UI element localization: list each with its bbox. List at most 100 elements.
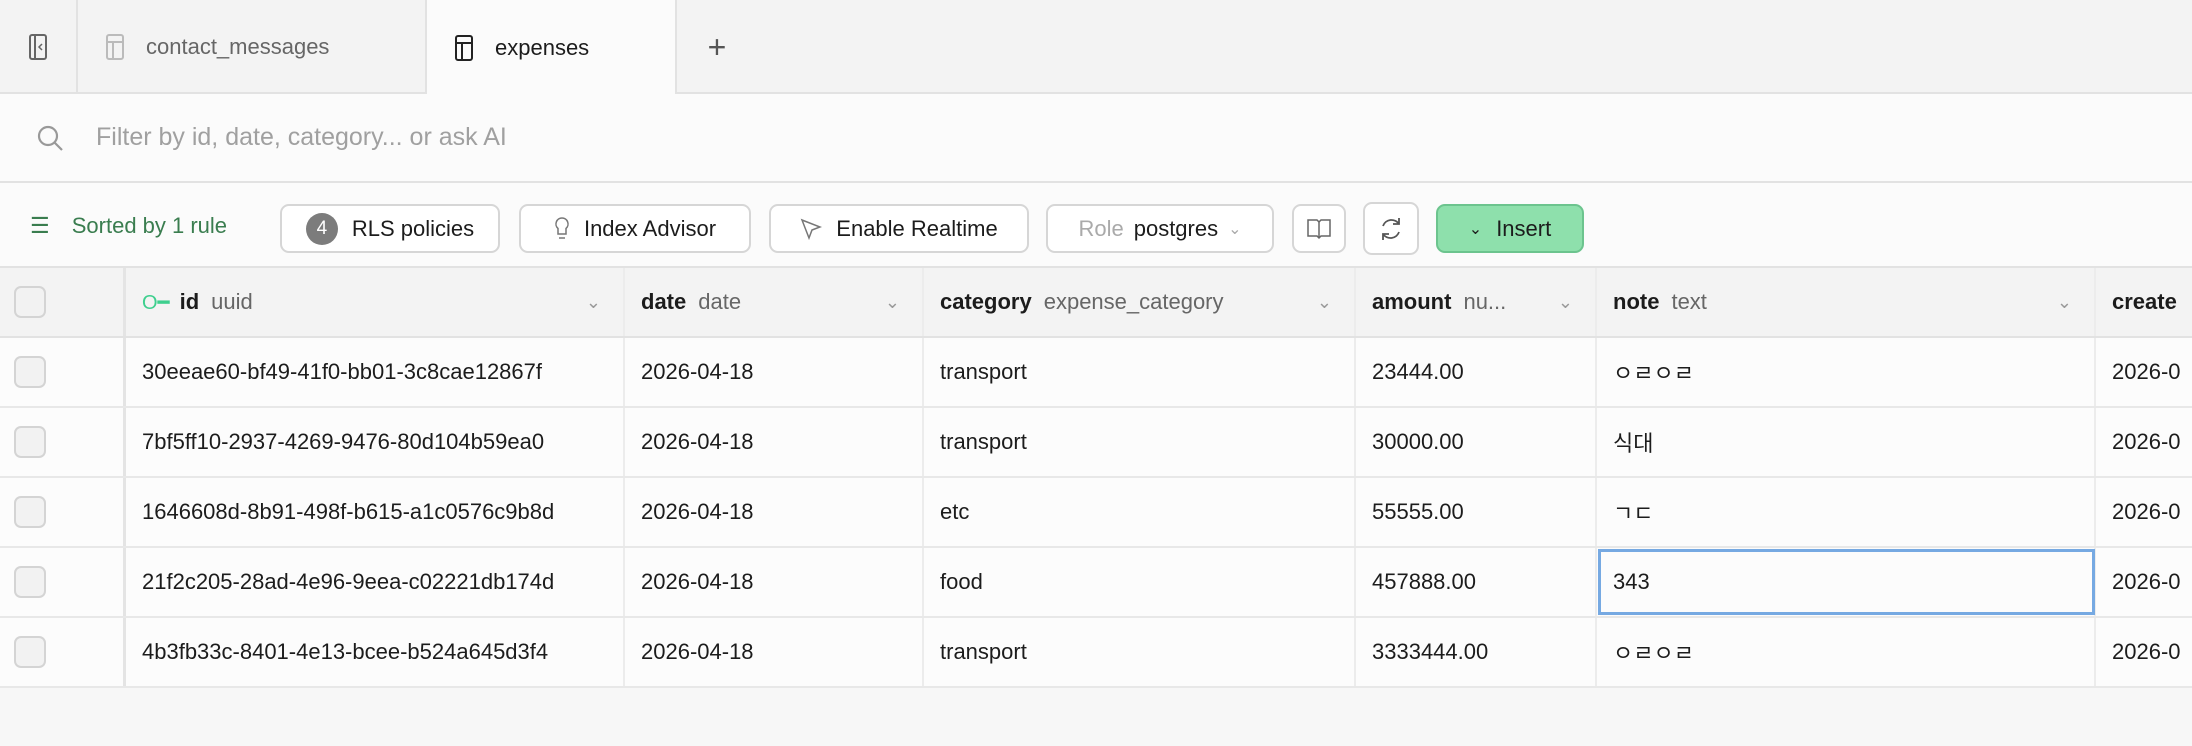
cell-note[interactable]: ㅇㄹㅇㄹ [1597,338,2096,406]
cell-category[interactable]: transport [924,408,1356,476]
insert-button[interactable]: ⌄ Insert [1436,204,1584,253]
cell-amount[interactable]: 457888.00 [1356,548,1597,616]
tab-label: contact_messages [146,34,330,59]
cell-created[interactable]: 2026-0 [2112,429,2181,454]
chevron-down-icon[interactable]: ⌄ [1316,291,1332,312]
cell-category[interactable]: transport [924,618,1356,686]
chevron-down-icon[interactable]: ⌄ [1557,291,1573,312]
sort-button[interactable]: ☰ Sorted by 1 rule [30,183,227,268]
column-name: date [641,289,687,314]
cell-note[interactable]: ㄱㄷ [1597,478,2096,546]
cell-date[interactable]: 2026-04-18 [625,548,924,616]
cell-date[interactable]: 2026-04-18 [625,338,924,406]
cell-id[interactable]: 4b3fb33c-8401-4e13-bcee-b524a645d3f4 [126,618,625,686]
cell-created[interactable]: 2026-0 [2112,569,2181,594]
sidebar-toggle-button[interactable] [0,0,78,94]
cell-category[interactable]: transport [924,338,1356,406]
row-select-cell [0,478,126,546]
column-header-category[interactable]: category expense_category ⌄ [924,268,1356,336]
column-header-created[interactable]: create [2096,268,2192,336]
row-select-cell [0,338,126,406]
cell-category[interactable]: food [924,548,1356,616]
tab-contact-messages[interactable]: contact_messages [78,0,427,94]
cell-id[interactable]: 7bf5ff10-2937-4269-9476-80d104b59ea0 [126,408,625,476]
column-name: create [2112,289,2177,314]
primary-key-icon: O━ [142,291,170,314]
rls-policies-button[interactable]: 4 RLS policies [280,204,500,253]
row-select-cell [0,548,126,616]
column-name: category [940,289,1032,314]
row-checkbox[interactable] [14,356,46,388]
chevron-down-icon: ⌄ [1228,220,1242,238]
select-all-cell [0,268,126,336]
row-checkbox[interactable] [14,636,46,668]
filter-input[interactable] [96,123,996,152]
row-select-cell [0,408,126,476]
column-header-id[interactable]: O━ id uuid ⌄ [126,268,625,336]
cell-note[interactable]: ㅇㄹㅇㄹ [1597,618,2096,686]
refresh-icon [1382,217,1400,240]
book-icon [1307,218,1331,239]
column-header-note[interactable]: note text ⌄ [1597,268,2096,336]
new-tab-button[interactable]: + [677,0,757,94]
table-row: 4b3fb33c-8401-4e13-bcee-b524a645d3f4 2026… [0,618,2192,688]
chevron-down-icon[interactable]: ⌄ [2056,291,2072,312]
insert-label: Insert [1496,215,1552,241]
column-header-amount[interactable]: amount nu... ⌄ [1356,268,1597,336]
toolbar: ☰ Sorted by 1 rule 4 RLS policies Index … [0,183,2192,268]
role-label: Role [1078,215,1124,241]
tab-expenses[interactable]: expenses [427,0,677,96]
cell-amount[interactable]: 23444.00 [1356,338,1597,406]
column-type: date [698,289,742,314]
row-checkbox[interactable] [14,426,46,458]
rls-count-badge: 4 [305,212,338,245]
column-name: note [1613,289,1660,314]
header-row: O━ id uuid ⌄ date date ⌄ category expense_cate… [0,268,2192,338]
refresh-button[interactable] [1363,202,1419,255]
chevron-down-icon[interactable]: ⌄ [585,291,601,312]
cell-note[interactable]: 식대 [1597,408,2096,476]
column-type: nu... [1463,289,1507,314]
cell-created[interactable]: 2026-0 [2112,359,2181,384]
rls-label: RLS policies [351,215,475,241]
role-select[interactable]: Role postgres ⌄ [1046,204,1274,253]
chevron-down-icon[interactable]: ⌄ [884,291,900,312]
sort-label: Sorted by 1 rule [71,212,228,238]
table-icon [106,34,124,60]
row-checkbox[interactable] [14,496,46,528]
column-header-date[interactable]: date date ⌄ [625,268,924,336]
table-row: 21f2c205-28ad-4e96-9eea-c02221db174d 2026… [0,548,2192,618]
docs-button[interactable] [1292,204,1346,253]
table-icon [455,35,473,61]
cell-amount[interactable]: 30000.00 [1356,408,1597,476]
cell-created[interactable]: 2026-0 [2112,639,2181,664]
cell-created[interactable]: 2026-0 [2112,499,2181,524]
tab-label: expenses [495,35,590,60]
column-type: expense_category [1043,289,1224,314]
table-row: 7bf5ff10-2937-4269-9476-80d104b59ea0 2026… [0,408,2192,478]
cell-amount[interactable]: 55555.00 [1356,478,1597,546]
table-row: 1646608d-8b91-498f-b615-a1c0576c9b8d 2026… [0,478,2192,548]
column-name: id [179,289,200,314]
select-all-checkbox[interactable] [14,286,46,318]
cell-id[interactable]: 30eeae60-bf49-41f0-bb01-3c8cae12867f [126,338,625,406]
row-checkbox[interactable] [14,566,46,598]
cell-date[interactable]: 2026-04-18 [625,478,924,546]
cell-date[interactable]: 2026-04-18 [625,618,924,686]
row-select-cell [0,618,126,686]
cell-id[interactable]: 21f2c205-28ad-4e96-9eea-c02221db174d [126,548,625,616]
column-type: text [1671,289,1707,314]
cell-category[interactable]: etc [924,478,1356,546]
cell-note[interactable]: 343 [1597,548,2096,616]
chevron-down-icon: ⌄ [1468,220,1483,238]
enable-realtime-button[interactable]: Enable Realtime [769,204,1029,253]
cell-date[interactable]: 2026-04-18 [625,408,924,476]
role-value: postgres [1133,215,1219,241]
index-advisor-label: Index Advisor [583,215,717,241]
table-row: 30eeae60-bf49-41f0-bb01-3c8cae12867f 2026… [0,338,2192,408]
index-advisor-button[interactable]: Index Advisor [519,204,751,253]
cell-id[interactable]: 1646608d-8b91-498f-b615-a1c0576c9b8d [126,478,625,546]
column-type: uuid [211,289,253,314]
realtime-label: Enable Realtime [836,215,998,241]
cell-amount[interactable]: 3333444.00 [1356,618,1597,686]
